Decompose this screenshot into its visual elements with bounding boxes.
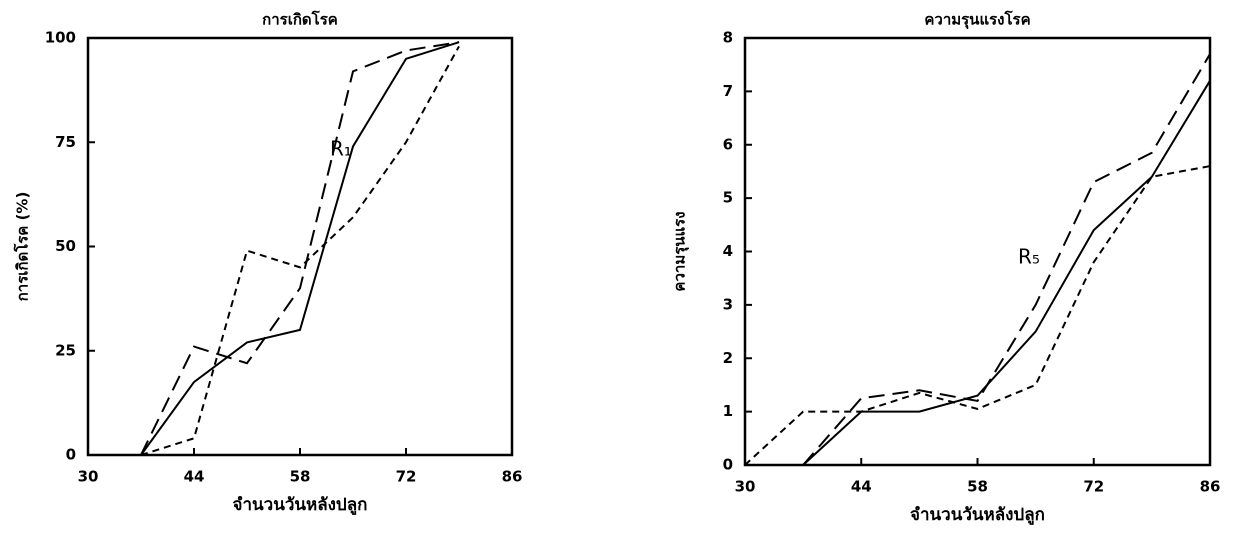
x-tick-label: 44 — [851, 478, 872, 496]
data-line — [802, 53, 1211, 466]
y-tick-label: 7 — [723, 82, 733, 100]
y-tick-label: 1 — [723, 402, 733, 420]
y-tick-label: 6 — [723, 135, 733, 153]
x-tick-label: 58 — [290, 468, 311, 486]
annotation: R₅ — [1018, 245, 1040, 269]
x-tick-label: 58 — [967, 478, 988, 496]
x-axis-label: จำนวนวันหลังปลูก — [910, 505, 1045, 526]
y-tick-label: 5 — [723, 189, 733, 207]
data-line — [744, 165, 1211, 466]
y-tick-label: 4 — [723, 242, 733, 260]
x-tick-label: 30 — [735, 478, 756, 496]
x-tick-label: 86 — [1200, 478, 1221, 496]
y-tick-label: 50 — [55, 237, 76, 255]
x-tick-label: 86 — [502, 468, 523, 486]
plot-frame — [86, 36, 514, 457]
y-axis-label: การเกิดโรค (%) — [13, 192, 32, 302]
chart-title: การเกิดโรค — [262, 10, 338, 29]
x-tick-label: 30 — [78, 468, 99, 486]
x-axis-label: จำนวนวันหลังปลูก — [233, 495, 368, 516]
y-tick-label: 8 — [723, 29, 733, 47]
x-tick-label: 72 — [396, 468, 417, 486]
y-tick-label: 2 — [723, 349, 733, 367]
data-line — [140, 41, 460, 456]
y-tick-label: 75 — [55, 133, 76, 151]
y-tick-label: 25 — [55, 341, 76, 359]
chart-title: ความรุนแรงโรค — [924, 10, 1030, 30]
y-tick-label: 3 — [723, 295, 733, 313]
x-tick-label: 72 — [1083, 478, 1104, 496]
data-line — [802, 80, 1211, 466]
y-tick-label: 0 — [723, 456, 733, 474]
y-tick-label: 0 — [66, 446, 76, 464]
x-tick-label: 44 — [184, 468, 205, 486]
y-axis-label: ความรุนแรง — [671, 211, 690, 291]
data-line — [140, 45, 460, 456]
data-line — [140, 41, 460, 456]
y-tick-label: 100 — [45, 29, 76, 47]
